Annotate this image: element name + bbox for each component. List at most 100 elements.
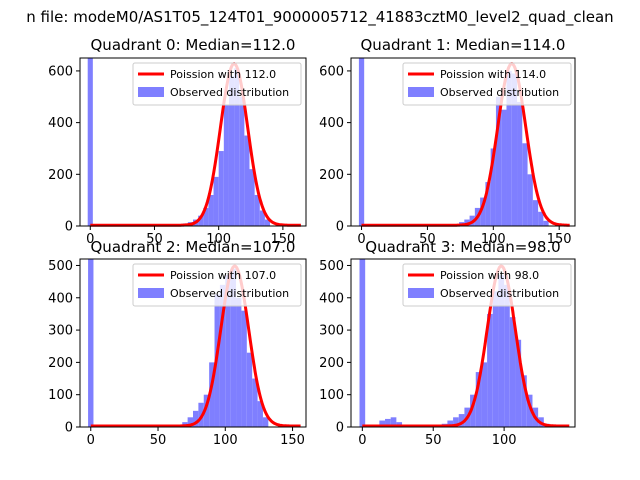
histogram-bar <box>390 417 397 427</box>
histogram-bar <box>475 372 482 427</box>
histogram-bar <box>470 394 476 427</box>
x-tick-label: 0 <box>357 232 365 247</box>
legend-bar-swatch <box>408 87 434 97</box>
y-tick-label: 200 <box>319 356 344 371</box>
histogram-bar <box>264 219 271 226</box>
axis-ticks: 0 50 100 0 100 200 300 400 500 <box>319 259 516 448</box>
legend: Poission with 107.0 Observed distributio… <box>132 263 302 307</box>
histogram-bar <box>509 317 516 427</box>
x-tick-label: 100 <box>481 232 506 247</box>
legend-bar-swatch <box>138 87 164 97</box>
subplot-title: Quadrant 2: Median=107.0 <box>91 238 296 256</box>
histogram-bar <box>230 268 237 427</box>
histogram-bar <box>511 73 518 226</box>
legend-bar-swatch <box>408 288 434 298</box>
histogram-bar <box>379 420 386 427</box>
histogram-bar <box>252 378 258 427</box>
y-tick-label: 0 <box>336 220 344 235</box>
y-tick-label: 500 <box>48 259 73 274</box>
y-tick-label: 100 <box>319 388 344 403</box>
poisson-curve <box>361 62 570 227</box>
histogram-bar <box>506 70 512 226</box>
histogram-bar <box>244 135 250 226</box>
legend-entry-observed: Observed distribution <box>170 86 289 99</box>
poisson-curve <box>362 264 570 428</box>
legend-bar-swatch <box>138 288 164 298</box>
legend-box <box>402 263 572 307</box>
legend: Poission with 114.0 Observed distributio… <box>402 62 572 106</box>
histogram-bar <box>236 297 242 427</box>
histogram-bar <box>219 284 226 427</box>
histogram-bar <box>504 284 510 427</box>
x-tick-label: 50 <box>425 433 442 448</box>
histogram-bar <box>495 96 502 227</box>
x-tick-label: 50 <box>146 232 163 247</box>
histogram-bar <box>187 417 193 427</box>
y-tick-label: 600 <box>319 64 344 79</box>
plot-frame <box>350 258 576 428</box>
y-tick-label: 100 <box>48 388 73 403</box>
legend-entry-poisson: Poission with 112.0 <box>170 68 276 81</box>
plot-frame <box>350 57 576 227</box>
histogram-bar <box>203 394 210 427</box>
legend-entry-observed: Observed distribution <box>170 287 289 300</box>
legend: Poission with 112.0 Observed distributio… <box>132 62 302 106</box>
legend-box <box>132 263 302 307</box>
y-tick-label: 200 <box>319 168 344 183</box>
figure-suptitle: n file: modeM0/AS1T05_124T01_9000005712_… <box>26 8 613 27</box>
x-tick-label: 100 <box>492 433 517 448</box>
legend: Poission with 98.0 Observed distribution <box>402 263 572 307</box>
y-tick-label: 0 <box>336 421 344 436</box>
histogram-bar <box>249 169 255 226</box>
subplot-title: Quadrant 1: Median=114.0 <box>361 36 566 54</box>
histogram-bar <box>208 194 214 226</box>
histogram-bar <box>453 417 459 427</box>
histogram-bar <box>262 417 269 427</box>
subplot-title: Quadrant 0: Median=112.0 <box>91 36 296 54</box>
histogram-bar <box>228 76 235 226</box>
subplot-quadrant-3: Quadrant 3: Median=98.0 0 50 100 0 100 200 300… <box>319 238 576 448</box>
poisson-curve <box>90 62 301 227</box>
histogram-bar <box>490 148 496 226</box>
axis-ticks: 0 50 100 150 0 200 400 600 <box>48 64 295 247</box>
histogram-bar <box>527 174 533 226</box>
histogram-bar <box>223 104 229 226</box>
y-tick-label: 200 <box>48 356 73 371</box>
zero-count-bar <box>358 58 365 226</box>
subplot-quadrant-1: Quadrant 1: Median=114.0 0 50 100 150 0 200 40… <box>319 36 576 247</box>
y-tick-label: 300 <box>319 324 344 339</box>
histogram-bar <box>218 151 224 226</box>
zero-count-bar <box>88 259 94 427</box>
y-tick-label: 200 <box>48 168 73 183</box>
legend-box <box>402 62 572 106</box>
zero-count-bar <box>359 259 366 427</box>
histogram-bar <box>521 375 527 427</box>
x-tick-label: 0 <box>86 232 94 247</box>
histogram-bar <box>385 418 391 427</box>
histogram-bar <box>254 194 260 226</box>
histogram-bar <box>532 200 539 226</box>
y-tick-label: 300 <box>48 324 73 339</box>
histogram-bar <box>480 197 486 226</box>
histogram-bars <box>87 58 271 227</box>
y-tick-label: 0 <box>65 421 73 436</box>
y-tick-label: 400 <box>48 291 73 306</box>
legend-entry-poisson: Poission with 114.0 <box>440 68 546 81</box>
legend-entry-observed: Observed distribution <box>440 287 559 300</box>
x-tick-label: 150 <box>547 232 572 247</box>
histogram-bar <box>241 310 247 427</box>
x-tick-label: 0 <box>358 433 366 448</box>
histogram-bar <box>481 362 488 427</box>
histogram-bar <box>209 362 215 427</box>
x-tick-label: 100 <box>206 232 231 247</box>
histogram-bar <box>487 313 493 427</box>
y-tick-label: 500 <box>319 259 344 274</box>
histogram-bar <box>458 414 465 427</box>
histogram-bar <box>213 176 219 226</box>
y-tick-label: 400 <box>319 291 344 306</box>
axis-ticks: 0 50 100 150 0 200 400 600 <box>319 64 571 247</box>
poisson-curve <box>90 264 301 428</box>
histogram-bar <box>193 410 199 427</box>
histogram-bar <box>447 420 454 427</box>
